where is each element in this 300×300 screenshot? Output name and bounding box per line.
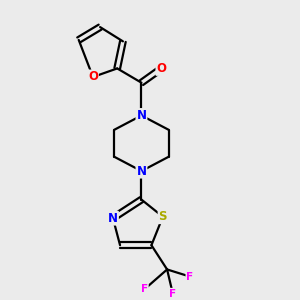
Text: F: F	[186, 272, 194, 282]
Text: N: N	[108, 212, 118, 225]
Text: F: F	[169, 289, 176, 299]
Text: S: S	[159, 210, 167, 223]
Text: N: N	[136, 109, 146, 122]
Text: F: F	[141, 284, 148, 294]
Text: O: O	[88, 70, 98, 83]
Text: O: O	[156, 62, 167, 75]
Text: N: N	[136, 165, 146, 178]
